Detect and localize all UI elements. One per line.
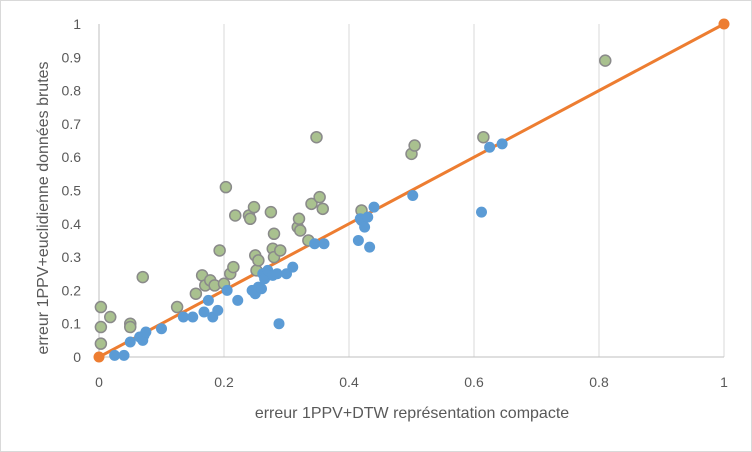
x-axis-title: erreur 1PPV+DTW représentation compacte xyxy=(255,405,569,422)
blue-point xyxy=(368,201,380,213)
green-point xyxy=(305,197,318,211)
blue-point xyxy=(287,261,299,273)
blue-point xyxy=(212,304,224,316)
y-tick-label: 0.9 xyxy=(62,49,82,65)
blue-point xyxy=(256,283,267,295)
y-tick-label: 0.4 xyxy=(62,216,82,232)
x-tick-label: 0.8 xyxy=(589,374,609,390)
green-point xyxy=(408,139,421,152)
green-point xyxy=(170,300,184,314)
y-tick-label: 0.1 xyxy=(62,316,82,332)
green-point xyxy=(477,130,490,144)
green-point xyxy=(267,227,281,241)
y-tick-label: 0.6 xyxy=(62,149,82,165)
data-points xyxy=(93,18,730,363)
blue-point xyxy=(352,234,364,246)
blue-point xyxy=(198,306,210,318)
green-point xyxy=(252,254,265,267)
x-tick-label: 0.4 xyxy=(339,374,359,390)
green-point xyxy=(310,130,323,144)
blue-point xyxy=(484,141,496,153)
green-point xyxy=(274,244,287,257)
green-point xyxy=(244,212,257,226)
green-point xyxy=(599,54,612,67)
green-point xyxy=(189,287,203,300)
x-tick-label: 0.2 xyxy=(214,374,234,390)
green-point xyxy=(94,320,108,334)
green-point xyxy=(94,337,108,350)
green-point xyxy=(124,320,137,334)
y-tick-label: 0.3 xyxy=(62,249,82,265)
green-point xyxy=(292,212,306,226)
blue-point xyxy=(118,349,130,361)
green-point xyxy=(227,260,240,274)
x-tick-label: 0.6 xyxy=(464,374,484,390)
blue-point xyxy=(156,323,167,335)
y-tick-label: 0.8 xyxy=(62,83,82,99)
blue-point xyxy=(359,221,371,233)
x-tick-label: 0 xyxy=(95,374,103,390)
green-point xyxy=(316,202,329,216)
x-tick-label: 1 xyxy=(720,374,728,390)
blue-point xyxy=(221,284,233,296)
green-point xyxy=(219,180,233,194)
blue-point xyxy=(273,318,285,330)
y-tick-label: 0.5 xyxy=(62,183,82,199)
green-point xyxy=(213,244,226,257)
blue-point xyxy=(496,138,508,150)
reference-line-marker xyxy=(93,351,105,363)
blue-point xyxy=(124,336,136,348)
blue-point xyxy=(187,311,199,323)
green-point xyxy=(313,190,326,204)
blue-point xyxy=(177,311,189,323)
y-tick-label: 0.2 xyxy=(62,282,82,298)
blue-point xyxy=(232,294,244,306)
gridlines xyxy=(223,24,725,357)
blue-point xyxy=(407,189,419,201)
blue-point xyxy=(140,326,152,338)
green-point xyxy=(104,310,117,324)
blue-point xyxy=(476,206,487,218)
y-tick-label: 0 xyxy=(73,349,81,365)
tick-labels: 0 0.2 0.4 0.6 0.8 1 0 0.1 0.2 0.3 0.4 0.5 0.6 0.7 0.8 0… xyxy=(62,16,729,390)
blue-point xyxy=(318,238,330,250)
green-point xyxy=(247,200,261,214)
blue-point xyxy=(109,349,121,361)
green-point xyxy=(136,270,149,284)
blue-point xyxy=(362,211,374,223)
blue-point xyxy=(202,294,214,306)
green-point xyxy=(264,205,278,219)
blue-point xyxy=(271,268,283,280)
blue-point xyxy=(364,241,376,253)
green-point xyxy=(94,300,108,314)
green-point xyxy=(229,209,242,222)
reference-line-marker xyxy=(718,18,730,30)
y-tick-label: 0.7 xyxy=(62,116,82,132)
blue-point xyxy=(309,238,321,250)
green-point xyxy=(294,224,307,237)
y-axis-title: erreur 1PPV+euclidienne données brutes xyxy=(35,61,52,354)
y-tick-label: 1 xyxy=(73,16,81,32)
